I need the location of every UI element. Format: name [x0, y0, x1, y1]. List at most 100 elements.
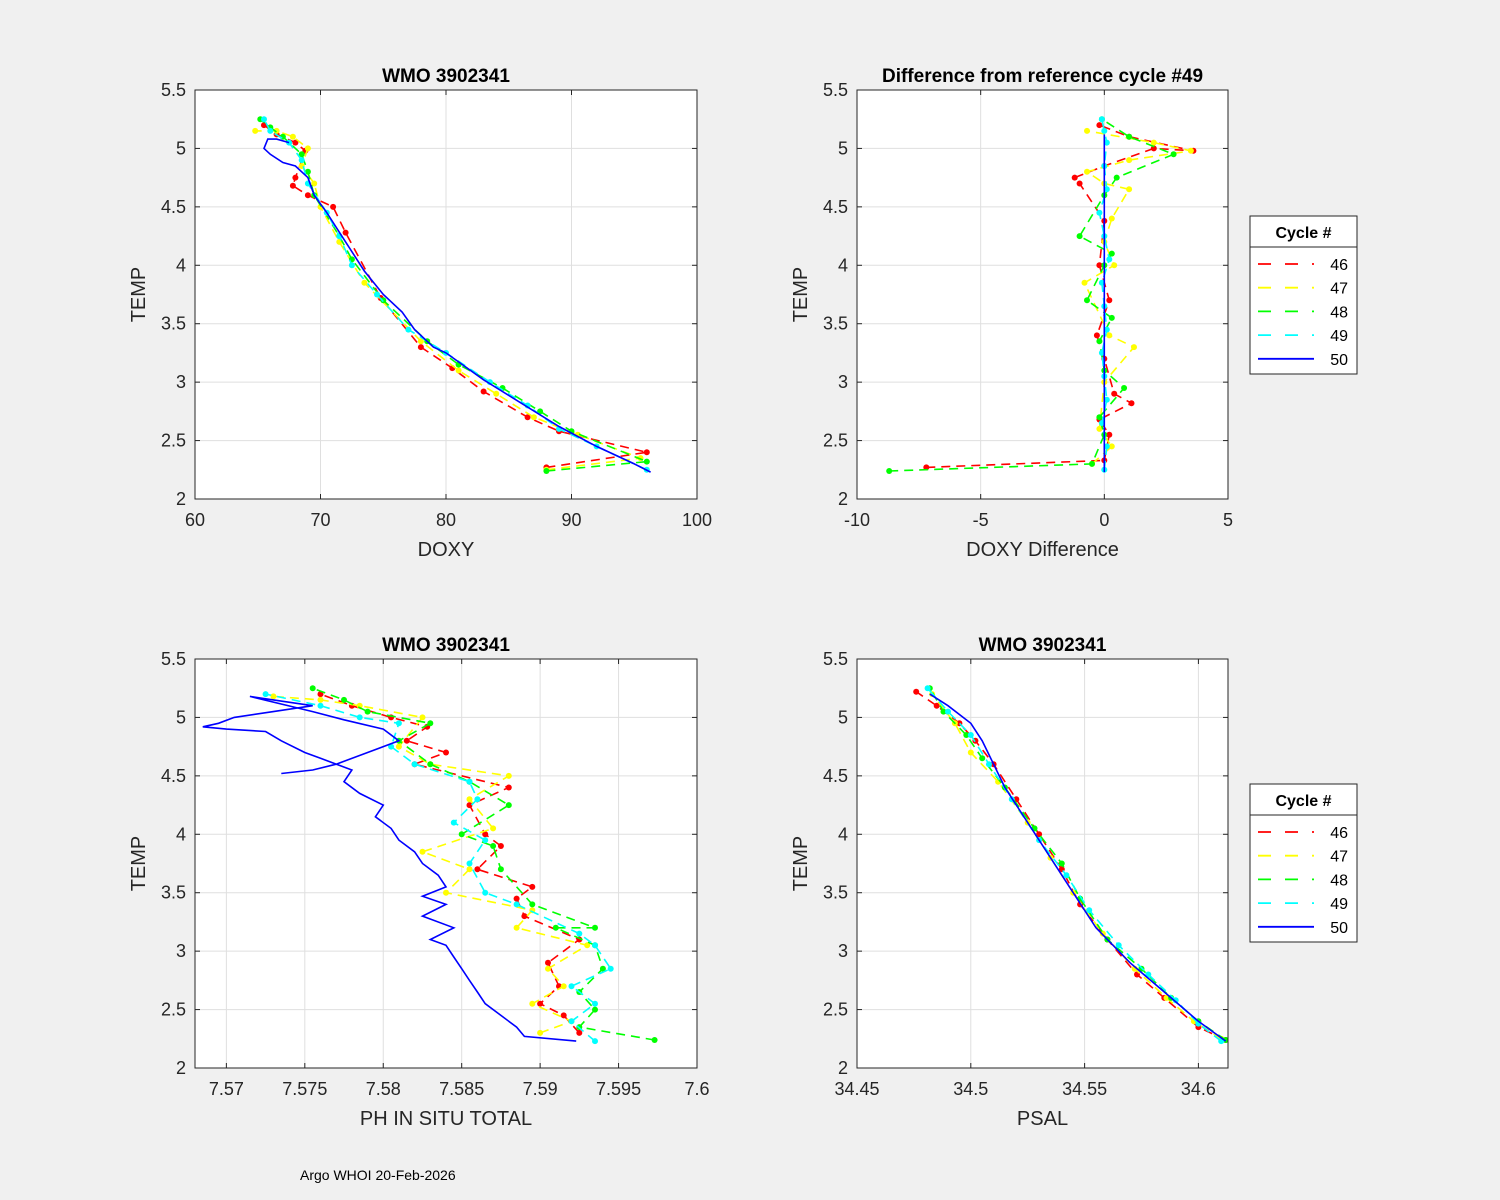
data-point-46 — [537, 1000, 544, 1007]
data-point-49 — [1115, 942, 1122, 949]
data-point-49 — [1106, 256, 1113, 263]
y-tick-label: 5.5 — [823, 80, 848, 100]
data-point-49 — [1145, 971, 1152, 978]
data-point-46 — [289, 182, 296, 189]
legend-title: Cycle # — [1275, 225, 1331, 242]
y-tick-label: 5.5 — [823, 649, 848, 669]
data-point-47 — [419, 848, 426, 855]
data-point-49 — [374, 291, 380, 298]
data-point-46 — [1150, 145, 1157, 152]
data-point-46 — [1128, 400, 1135, 407]
data-point-48 — [1108, 314, 1115, 321]
x-tick-label: -10 — [844, 510, 870, 530]
data-point-48 — [427, 720, 434, 727]
data-point-49 — [356, 714, 363, 721]
data-point-46 — [317, 691, 324, 698]
data-point-46 — [1071, 174, 1078, 181]
y-tick-label: 2.5 — [161, 431, 186, 451]
y-tick-label: 5.5 — [161, 649, 186, 669]
data-point-49 — [592, 1000, 598, 1007]
data-point-46 — [529, 883, 536, 890]
data-point-49 — [1103, 139, 1110, 146]
y-tick-label: 5 — [176, 138, 186, 158]
data-point-47 — [317, 696, 324, 703]
data-point-47 — [304, 145, 311, 152]
data-point-49 — [967, 732, 974, 738]
data-point-47 — [537, 1029, 544, 1036]
footer-credit: Argo WHOI 20-Feb-2026 — [300, 1167, 456, 1183]
data-point-48 — [1108, 250, 1115, 257]
data-point-46 — [521, 913, 528, 920]
series-line-50 — [202, 695, 577, 1042]
data-point-49 — [1098, 349, 1105, 356]
data-point-46 — [1076, 180, 1083, 187]
data-point-47 — [967, 749, 974, 756]
data-point-47 — [584, 942, 591, 949]
data-point-46 — [505, 784, 512, 791]
data-point-48 — [940, 708, 947, 715]
data-point-48 — [1058, 860, 1065, 867]
y-tick-label: 5.5 — [161, 80, 186, 100]
series-line-50 — [263, 138, 651, 473]
data-point-46 — [403, 737, 410, 744]
data-point-49 — [1103, 326, 1110, 333]
data-point-46 — [545, 959, 551, 966]
data-point-47 — [466, 796, 473, 803]
data-point-47 — [1187, 147, 1194, 154]
data-point-46 — [480, 388, 487, 395]
x-tick-label: 34.6 — [1181, 1079, 1216, 1099]
data-point-49 — [945, 708, 951, 715]
chart-title: Difference from reference cycle #49 — [882, 66, 1203, 87]
data-point-49 — [592, 942, 598, 949]
data-point-49 — [348, 262, 355, 269]
x-tick-label: 34.5 — [953, 1079, 988, 1099]
y-tick-label: 3.5 — [823, 314, 848, 334]
y-tick-label: 5 — [176, 707, 186, 727]
axes-box — [194, 658, 698, 1069]
data-point-48 — [309, 685, 316, 692]
data-point-47 — [1084, 127, 1090, 134]
data-point-47 — [1111, 262, 1118, 269]
data-point-47 — [1126, 186, 1133, 193]
data-point-49 — [568, 1018, 575, 1025]
data-point-46 — [443, 749, 449, 756]
series-line-49 — [265, 693, 612, 1042]
x-tick-label: 90 — [561, 510, 581, 530]
y-tick-label: 2 — [176, 489, 186, 509]
data-point-49 — [317, 702, 324, 709]
data-point-47 — [530, 414, 537, 421]
data-point-48 — [1084, 297, 1090, 304]
data-point-49 — [1103, 186, 1110, 193]
data-point-49 — [986, 761, 992, 768]
data-point-47 — [1163, 994, 1170, 1001]
x-tick-label: 7.59 — [523, 1079, 558, 1099]
legend-label-48: 48 — [1330, 304, 1348, 321]
legend-label-47: 47 — [1330, 281, 1348, 298]
y-tick-label: 4.5 — [823, 197, 848, 217]
legend-label-50: 50 — [1330, 352, 1348, 369]
data-point-49 — [1098, 116, 1105, 123]
data-point-46 — [497, 843, 504, 849]
y-axis-label: TEMP — [128, 267, 150, 323]
y-tick-label: 2.5 — [823, 431, 848, 451]
y-tick-label: 4 — [838, 255, 848, 275]
data-point-46 — [1036, 831, 1043, 838]
data-point-48 — [1121, 385, 1128, 391]
x-tick-label: 7.595 — [596, 1079, 641, 1099]
data-point-47 — [443, 889, 449, 896]
x-tick-label: 80 — [436, 510, 456, 530]
data-point-47 — [417, 338, 424, 345]
data-point-46 — [913, 688, 920, 695]
data-point-49 — [1103, 396, 1110, 403]
series-line-49 — [1098, 119, 1111, 470]
data-point-49 — [1096, 209, 1103, 216]
data-point-46 — [292, 174, 299, 181]
data-point-48 — [1089, 460, 1095, 467]
data-point-48 — [599, 965, 606, 972]
data-point-48 — [592, 1006, 598, 1013]
y-tick-label: 4.5 — [823, 766, 848, 786]
y-tick-label: 5 — [838, 138, 848, 158]
y-tick-label: 4.5 — [161, 197, 186, 217]
series-line-48 — [259, 118, 648, 472]
